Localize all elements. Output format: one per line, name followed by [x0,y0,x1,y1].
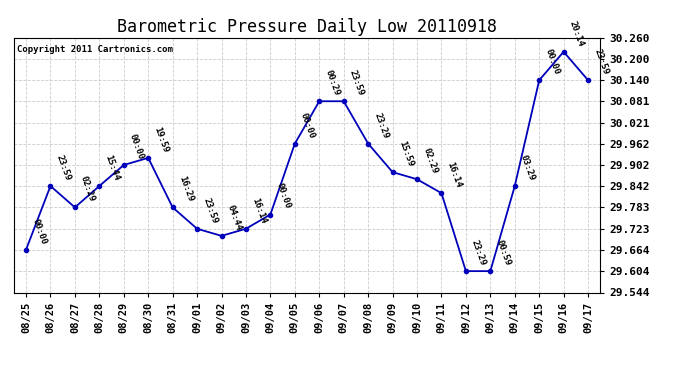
Text: 02:29: 02:29 [79,175,97,203]
Text: 15:59: 15:59 [397,140,415,168]
Text: 00:00: 00:00 [299,111,317,140]
Text: 00:00: 00:00 [128,132,146,161]
Text: 19:59: 19:59 [152,125,170,154]
Text: 23:29: 23:29 [470,238,488,267]
Text: Copyright 2011 Cartronics.com: Copyright 2011 Cartronics.com [17,45,172,54]
Text: 00:00: 00:00 [275,182,292,210]
Text: 23:29: 23:29 [373,111,390,140]
Text: 20:14: 20:14 [568,19,585,48]
Title: Barometric Pressure Daily Low 20110918: Barometric Pressure Daily Low 20110918 [117,18,497,36]
Text: 16:14: 16:14 [250,196,268,225]
Text: 23:59: 23:59 [592,48,610,76]
Text: 23:59: 23:59 [55,153,72,182]
Text: 15:44: 15:44 [104,153,121,182]
Text: 00:59: 00:59 [495,238,512,267]
Text: 03:29: 03:29 [519,153,537,182]
Text: 16:14: 16:14 [446,160,463,189]
Text: 16:29: 16:29 [177,175,195,203]
Text: 04:44: 04:44 [226,203,244,232]
Text: 23:59: 23:59 [348,69,366,97]
Text: 23:59: 23:59 [201,196,219,225]
Text: 02:29: 02:29 [421,147,439,175]
Text: 00:00: 00:00 [543,48,561,76]
Text: 00:00: 00:00 [30,217,48,246]
Text: 00:29: 00:29 [324,69,341,97]
